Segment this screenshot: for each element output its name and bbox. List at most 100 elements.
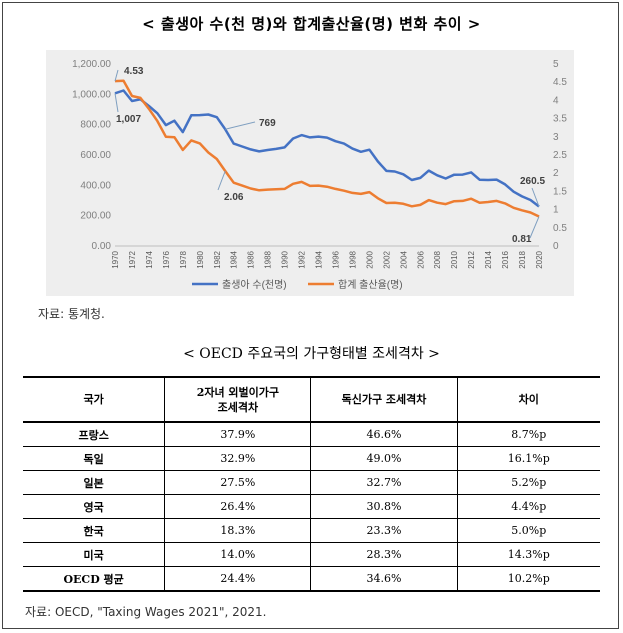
x-tick-label: 1986	[247, 250, 256, 268]
x-tick-label: 1990	[281, 250, 290, 268]
right-y-tick-label: 5	[553, 59, 559, 70]
cell-single: 46.6%	[310, 422, 458, 447]
right-y-tick-label: 1	[553, 205, 559, 216]
cell-single: 28.3%	[310, 542, 458, 567]
annotation-label: 769	[259, 118, 276, 129]
cell-two-child: 27.5%	[164, 470, 311, 495]
cell-two-child: 26.4%	[164, 494, 311, 519]
cell-single: 32.7%	[310, 470, 458, 495]
cell-two-child: 32.9%	[164, 446, 311, 471]
cell-two-child: 18.3%	[164, 518, 311, 543]
x-tick-label: 1978	[179, 250, 188, 268]
right-y-tick-label: 1.5	[553, 186, 567, 197]
cell-country: 독일	[23, 446, 165, 471]
x-tick-label: 1970	[111, 250, 120, 268]
x-tick-label: 2014	[484, 250, 493, 268]
header-single: 독신가구 조세격차	[310, 376, 458, 423]
cell-diff: 5.0%p	[456, 518, 600, 543]
x-tick-label: 1998	[348, 250, 357, 268]
x-tick-label: 1996	[331, 250, 340, 268]
fertility-line	[114, 79, 540, 218]
cell-single: 34.6%	[310, 566, 458, 592]
cell-single: 30.8%	[310, 494, 458, 519]
table-row: 미국 14.0% 28.3% 14.3%p	[23, 542, 600, 567]
annotation-leader	[217, 170, 226, 191]
left-y-tick-label: 0.00	[92, 241, 112, 252]
x-tick-label: 2004	[399, 250, 408, 268]
legend-fertility-label: 합계 출산율(명)	[338, 279, 403, 291]
x-tick-label: 2020	[535, 250, 544, 268]
annotation-label: 4.53	[124, 66, 144, 77]
cell-diff: 16.1%p	[456, 446, 600, 471]
cell-country: 프랑스	[23, 422, 165, 447]
x-tick-label: 2010	[450, 250, 459, 268]
cell-diff: 10.2%p	[456, 566, 600, 592]
header-diff: 차이	[456, 376, 600, 423]
x-tick-label: 1988	[264, 250, 273, 268]
left-y-tick-label: 400.00	[80, 180, 111, 191]
cell-country: 영국	[23, 494, 165, 519]
right-y-tick-label: 0	[553, 241, 559, 252]
right-y-tick-label: 4	[553, 95, 559, 106]
cell-two-child: 14.0%	[164, 542, 311, 567]
right-y-tick-label: 0.5	[553, 223, 567, 234]
cell-diff: 5.2%p	[456, 470, 600, 495]
x-tick-label: 1994	[315, 250, 324, 268]
cell-diff: 4.4%p	[456, 494, 600, 519]
header-two-child: 2자녀 외벌이가구 조세격차	[164, 376, 311, 423]
cell-single: 49.0%	[310, 446, 458, 471]
x-tick-label: 2000	[365, 250, 374, 268]
x-tick-label: 1976	[162, 250, 171, 268]
table-row: 프랑스 37.9% 46.6% 8.7%p	[23, 422, 600, 447]
right-y-tick-label: 3	[553, 132, 559, 143]
x-tick-label: 1984	[230, 250, 239, 268]
birth-chart: 0.00 200.00 400.00 600.00 800.00 1,000.00 1,20…	[46, 50, 574, 296]
table-title: < OECD 주요국의 가구형태별 조세격차 >	[183, 346, 440, 362]
table-row: 독일 32.9% 49.0% 16.1%p	[23, 446, 600, 471]
annotation-label: 260.5	[520, 176, 545, 187]
left-y-tick-label: 1,000.00	[72, 89, 111, 100]
table-row: 일본 27.5% 32.7% 5.2%p	[23, 470, 600, 495]
cell-country: 일본	[23, 470, 165, 495]
annotation-label: 1,007	[116, 114, 141, 125]
table-row: 영국 26.4% 30.8% 4.4%p	[23, 494, 600, 519]
annotation-leader	[225, 121, 256, 130]
x-tick-label: 2018	[518, 250, 527, 268]
header-country: 국가	[23, 376, 165, 423]
annotation-leader	[114, 69, 119, 82]
annotation-leader	[529, 216, 540, 239]
cell-single: 23.3%	[310, 518, 458, 543]
cell-country: OECD 평균	[23, 566, 165, 592]
cell-diff: 14.3%p	[456, 542, 600, 567]
cell-diff: 8.7%p	[456, 422, 600, 447]
left-y-tick-label: 200.00	[80, 211, 111, 222]
right-y-tick-label: 3.5	[553, 114, 567, 125]
cell-two-child: 37.9%	[164, 422, 311, 447]
legend-births-label: 출생아 수(천명)	[222, 279, 287, 291]
left-y-tick-label: 600.00	[80, 150, 111, 161]
x-tick-label: 1980	[196, 250, 205, 268]
x-tick-label: 2008	[433, 250, 442, 268]
table-source: 자료: OECD, "Taxing Wages 2021", 2021.	[25, 605, 267, 619]
table-row: 한국 18.3% 23.3% 5.0%p	[23, 518, 600, 543]
right-y-tick-label: 4.5	[553, 77, 567, 88]
annotation-leader	[531, 187, 540, 207]
table-row: OECD 평균 24.4% 34.6% 10.2%p	[23, 566, 600, 592]
chart-source: 자료: 통계청.	[38, 307, 105, 321]
x-tick-label: 1992	[298, 250, 307, 268]
x-tick-label: 2006	[416, 250, 425, 268]
x-tick-label: 2012	[467, 250, 476, 268]
annotation-label: 2.06	[224, 192, 244, 203]
x-tick-label: 1974	[145, 250, 154, 268]
cell-country: 한국	[23, 518, 165, 543]
x-tick-label: 2002	[382, 250, 391, 268]
right-y-tick-label: 2.5	[553, 150, 567, 161]
annotation-label: 0.81	[512, 234, 532, 245]
cell-two-child: 24.4%	[164, 566, 311, 592]
births-line	[114, 89, 540, 208]
birth-chart-svg: 0.00 200.00 400.00 600.00 800.00 1,000.00 1,20…	[72, 59, 567, 291]
left-y-tick-label: 800.00	[80, 120, 111, 131]
right-y-tick-label: 2	[553, 168, 559, 179]
table-header-row: 국가 2자녀 외벌이가구 조세격차 독신가구 조세격차 차이	[23, 376, 600, 423]
